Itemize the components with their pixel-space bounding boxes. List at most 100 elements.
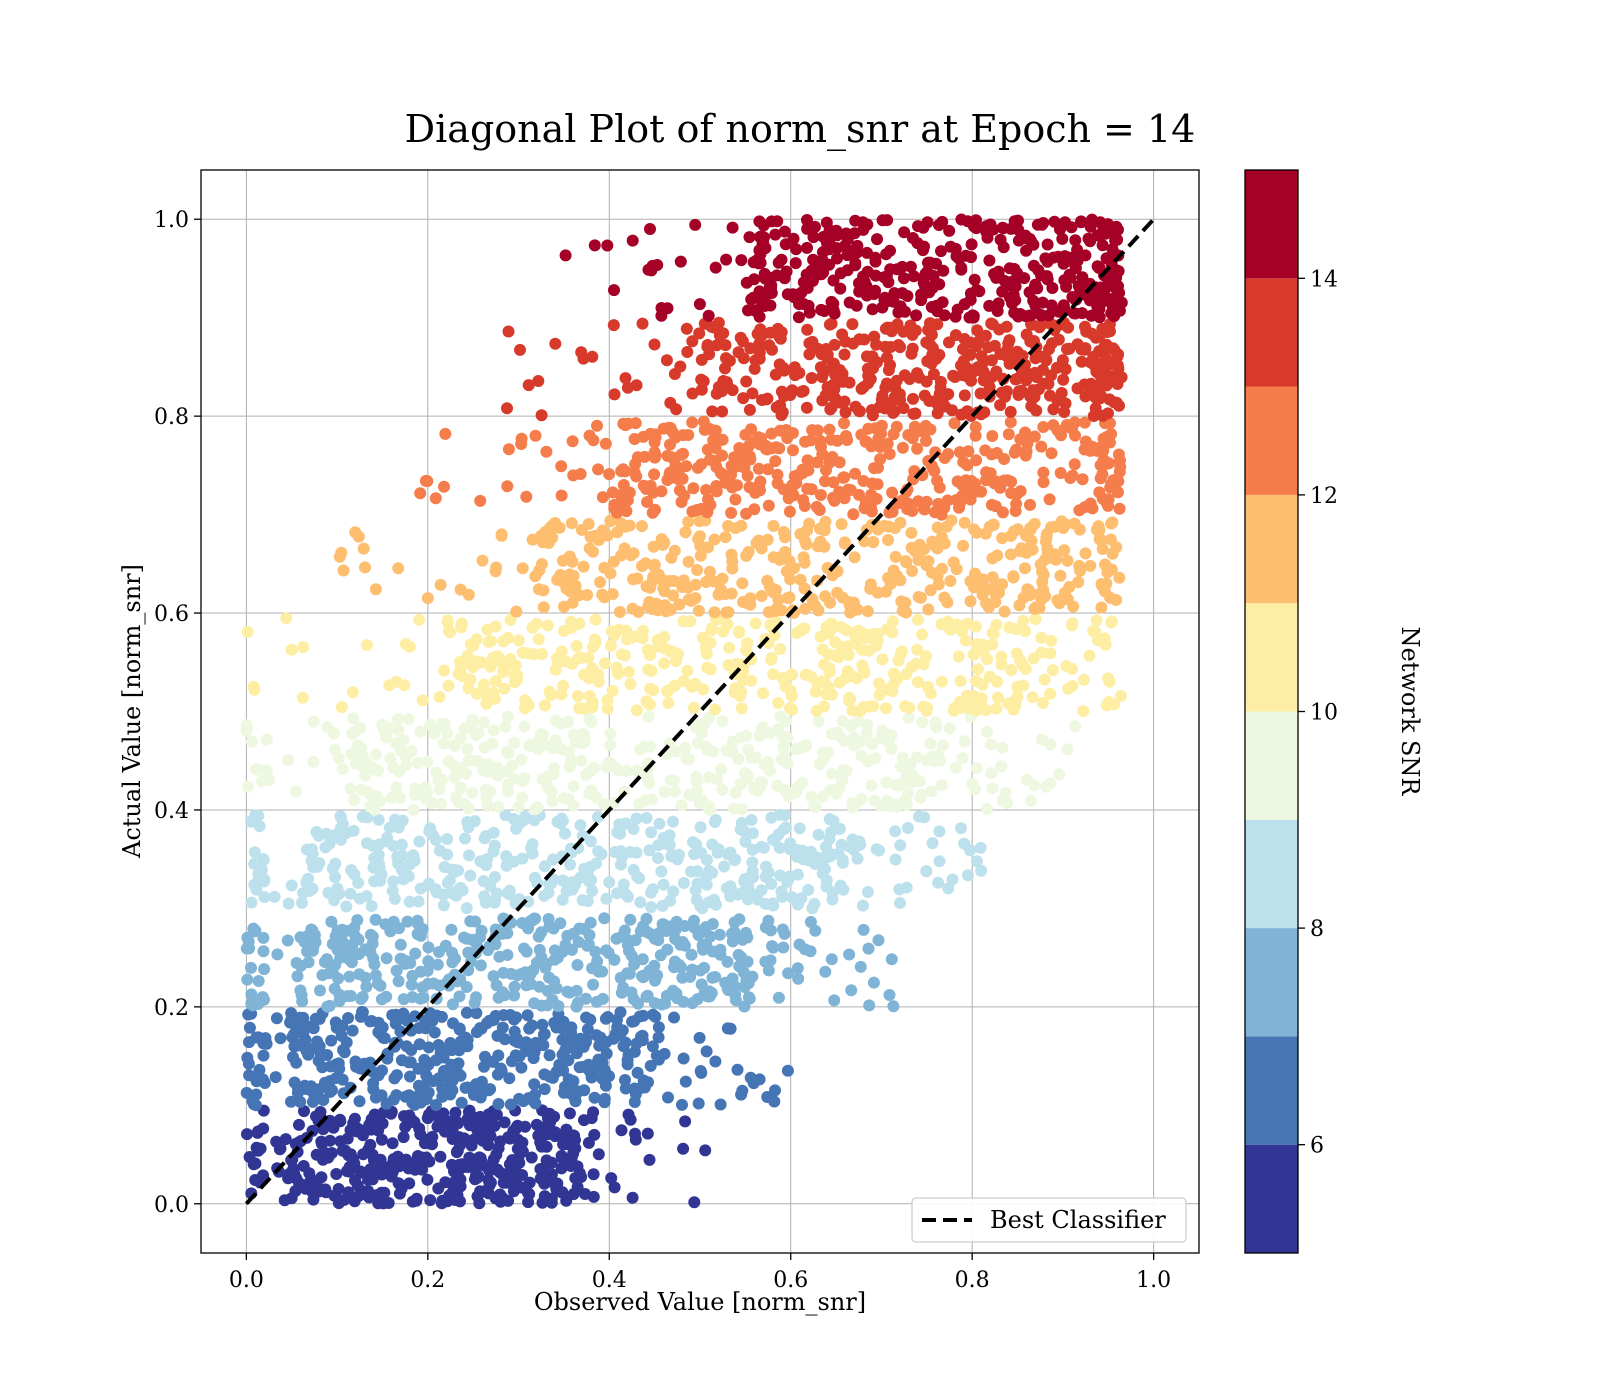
scatter-point (784, 684, 797, 697)
scatter-point (926, 462, 939, 475)
scatter-point (497, 666, 510, 679)
scatter-point (815, 303, 828, 316)
scatter-point (675, 961, 688, 974)
scatter-point (817, 367, 830, 380)
scatter-point (672, 848, 685, 861)
scatter-point (551, 1177, 564, 1190)
scatter-point (614, 489, 627, 502)
scatter-point (300, 1083, 312, 1095)
scatter-point (902, 711, 915, 724)
scatter-point (924, 584, 937, 597)
scatter-point (998, 453, 1011, 465)
scatter-point (449, 864, 462, 877)
scatter-point (606, 588, 619, 601)
scatter-point (783, 555, 796, 567)
scatter-point (845, 984, 858, 997)
scatter-point (636, 560, 648, 572)
scatter-point (453, 1022, 466, 1035)
scatter-point (508, 989, 521, 1002)
scatter-point (700, 484, 713, 496)
scatter-point (546, 531, 559, 544)
scatter-point (912, 495, 925, 508)
scatter-point (781, 731, 794, 744)
scatter-point (725, 506, 738, 519)
scatter-point (347, 712, 360, 725)
scatter-point (620, 505, 633, 518)
scatter-point (517, 646, 530, 659)
scatter-point (708, 533, 721, 546)
scatter-point (1041, 238, 1054, 251)
scatter-point (700, 1045, 713, 1058)
scatter-point (536, 773, 549, 786)
scatter-point (1089, 402, 1102, 415)
scatter-point (1068, 458, 1081, 471)
scatter-point (484, 1176, 497, 1189)
scatter-point (359, 561, 371, 574)
scatter-point (933, 481, 946, 494)
scatter-point (535, 926, 548, 939)
scatter-point (397, 1007, 410, 1020)
scatter-point (478, 1060, 490, 1073)
scatter-point (911, 442, 924, 455)
scatter-point (986, 782, 999, 795)
scatter-point (332, 1183, 345, 1195)
scatter-point (1035, 733, 1048, 746)
scatter-point (811, 342, 824, 355)
scatter-point (336, 763, 349, 776)
scatter-point (426, 1130, 439, 1143)
scatter-point (679, 526, 692, 539)
scatter-point (243, 942, 256, 955)
scatter-point (662, 684, 675, 697)
scatter-point (499, 720, 512, 733)
scatter-point (569, 1142, 582, 1155)
scatter-point (823, 318, 836, 331)
scatter-point (974, 387, 987, 400)
scatter-point (937, 264, 950, 277)
scatter-point (258, 891, 271, 904)
scatter-point (933, 348, 946, 361)
scatter-point (488, 896, 501, 909)
scatter-point (1007, 571, 1020, 584)
scatter-point (330, 1168, 343, 1180)
scatter-point (587, 1106, 600, 1119)
scatter-point (624, 913, 637, 926)
scatter-point (636, 317, 649, 330)
scatter-point (608, 388, 621, 401)
scatter-point (538, 889, 551, 902)
scatter-point (861, 886, 874, 898)
scatter-point (560, 885, 573, 898)
scatter-point (245, 961, 257, 974)
scatter-point (649, 973, 662, 986)
scatter-point (559, 827, 571, 840)
scatter-point (1008, 446, 1021, 459)
scatter-point (778, 272, 791, 285)
scatter-point (345, 956, 358, 969)
scatter-point (575, 754, 588, 767)
scatter-point (971, 855, 983, 868)
chart-title: Diagonal Plot of norm_snr at Epoch = 14 (405, 107, 1196, 152)
scatter-point (769, 228, 782, 241)
scatter-point (645, 264, 658, 277)
scatter-point (920, 559, 933, 572)
scatter-point (1093, 368, 1106, 381)
scatter-point (471, 1190, 484, 1203)
scatter-point (510, 605, 523, 618)
scatter-point (862, 644, 875, 657)
scatter-point (746, 865, 759, 878)
scatter-point (997, 793, 1010, 806)
scatter-point (1020, 328, 1033, 341)
scatter-point (748, 362, 761, 375)
scatter-point (765, 811, 778, 824)
scatter-point (931, 521, 944, 534)
scatter-point (980, 597, 993, 610)
scatter-point (771, 477, 784, 490)
scatter-point (696, 939, 709, 952)
scatter-point (285, 1013, 298, 1026)
scatter-point (986, 318, 999, 331)
scatter-point (488, 839, 501, 852)
scatter-point (772, 697, 785, 709)
scatter-point (438, 664, 451, 677)
legend-entry-best-classifier: Best Classifier (990, 1206, 1166, 1234)
scatter-point (430, 1099, 442, 1111)
scatter-point (649, 431, 662, 444)
